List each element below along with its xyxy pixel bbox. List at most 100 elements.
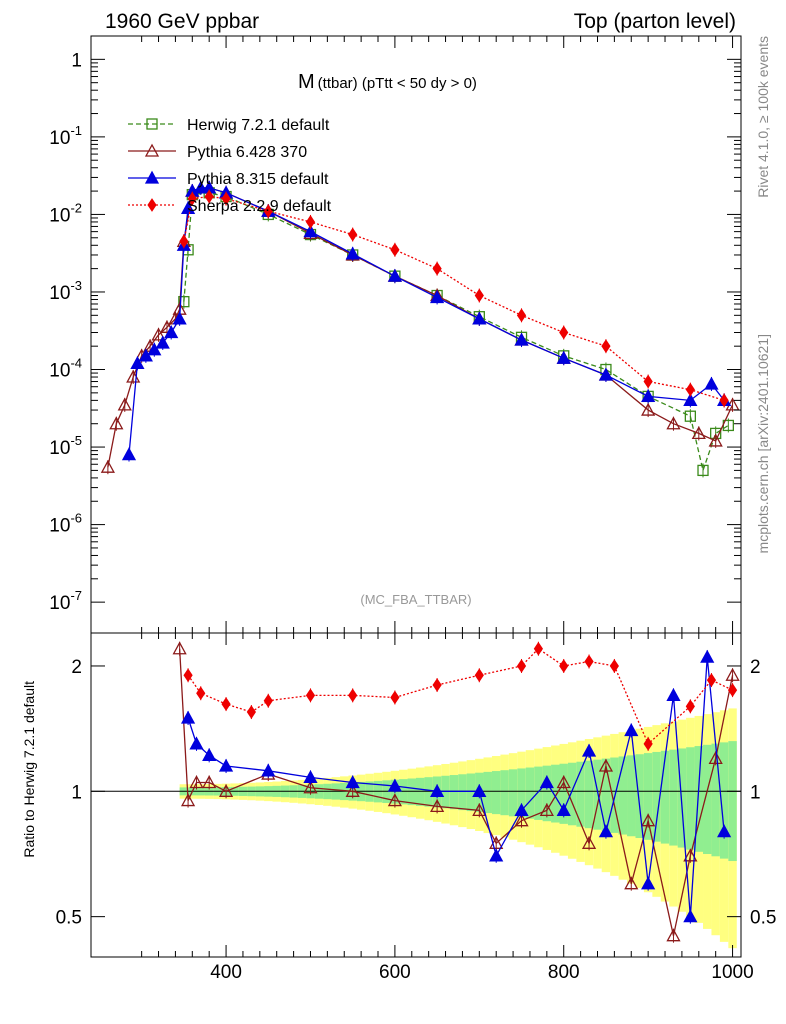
ratio-y-tick-label: 1 <box>71 782 82 803</box>
header-right: Top (parton level) <box>574 10 736 33</box>
uncertainty-band-inner <box>441 775 450 809</box>
legend-marker <box>144 143 160 157</box>
ratio-data-point <box>598 824 614 838</box>
ratio-data-point <box>556 803 571 817</box>
uncertainty-band-inner <box>593 759 602 830</box>
main-data-point <box>263 204 273 219</box>
main-y-tick-exponent: -3 <box>70 278 82 293</box>
uncertainty-band-inner <box>517 768 526 818</box>
ratio-data-point <box>539 803 554 817</box>
main-data-point <box>390 242 400 257</box>
ratio-data-point <box>345 783 360 797</box>
main-data-point <box>155 335 170 349</box>
main-data-point <box>708 433 723 447</box>
uncertainty-band-inner <box>618 756 628 835</box>
main-data-point <box>601 339 611 354</box>
legend-marker <box>144 170 160 184</box>
legend-label: Pythia 6.428 370 <box>187 144 307 161</box>
main-data-point <box>643 374 653 389</box>
uncertainty-band-inner <box>466 773 476 812</box>
uncertainty-band-inner <box>534 766 543 820</box>
ratio-data-point <box>180 793 196 807</box>
main-series-line <box>183 195 725 401</box>
uncertainty-band-inner <box>660 750 670 844</box>
ratio-data-point <box>539 775 554 789</box>
ratio-data-point <box>218 758 234 772</box>
main-data-point <box>305 215 316 229</box>
x-tick-label: 1000 <box>711 962 753 983</box>
ratio-y-tick-label: 2 <box>71 657 82 678</box>
ratio-data-point <box>643 736 653 751</box>
uncertainty-band-inner <box>491 771 501 815</box>
main-data-point <box>180 200 196 214</box>
uncertainty-band-inner <box>500 770 509 816</box>
x-tick-label: 400 <box>210 962 242 983</box>
ratio-data-point <box>666 928 681 942</box>
main-data-point <box>641 389 656 403</box>
ratio-data-point <box>474 668 484 683</box>
main-data-point <box>685 382 695 397</box>
main-data-point <box>556 350 571 364</box>
ratio-data-point <box>516 659 527 673</box>
ratio-y-tick-label-right: 2 <box>750 657 761 678</box>
ratio-data-point <box>183 668 193 683</box>
legend: Herwig 7.2.1 default Pythia 6.428 370 Pyth… <box>128 117 332 215</box>
main-series-line <box>183 192 729 473</box>
main-title: M (ttbar) (pTtt < 50 dy > 0) <box>298 71 477 93</box>
uncertainty-band-inner <box>551 764 560 823</box>
ratio-data-point <box>725 667 740 681</box>
ratio-y-tick-label-right: 0.5 <box>750 908 776 929</box>
main-data-point <box>187 191 197 206</box>
ratio-data-point <box>514 813 529 827</box>
ratio-data-point <box>303 780 318 794</box>
main-data-point <box>430 290 445 304</box>
main-data-point <box>193 180 208 194</box>
ratio-data-point <box>261 763 276 777</box>
ratio-data-point <box>683 848 698 862</box>
side-label-rivet: Rivet 4.1.0, ≥ 100k events <box>755 36 771 198</box>
main-data-point <box>164 325 179 339</box>
legend-label: Sherpa 2.2.9 default <box>187 198 332 215</box>
ratio-data-point <box>390 690 400 705</box>
ratio-data-point <box>556 775 571 789</box>
ratio-y-tick-label: 0.5 <box>56 908 82 929</box>
main-data-point <box>100 459 115 473</box>
main-data-point <box>697 464 709 477</box>
ratio-data-point <box>624 723 639 737</box>
ratio-data-point <box>263 693 273 708</box>
main-data-point <box>474 288 484 303</box>
main-data-point <box>559 325 569 340</box>
main-y-tick-label: 10-7 <box>49 588 82 614</box>
ratio-data-point <box>218 783 234 797</box>
main-data-point <box>147 342 162 356</box>
ratio-frame <box>90 632 742 958</box>
ratio-y-axis-label: Ratio to Herwig 7.2.1 default <box>21 681 37 858</box>
ratio-data-point <box>387 793 402 807</box>
ratio-data-point <box>708 750 723 764</box>
main-data-point <box>109 416 124 430</box>
main-data-point <box>130 356 145 370</box>
uncertainty-band-inner <box>711 743 720 857</box>
ratio-data-point <box>641 876 656 890</box>
main-y-tick-label: 10-1 <box>49 123 82 149</box>
legend-label: Pythia 8.315 default <box>187 171 329 188</box>
uncertainty-band-inner <box>508 769 518 817</box>
ratio-data-point <box>430 783 445 797</box>
ratio-data-point <box>666 687 681 702</box>
legend-marker <box>147 198 157 212</box>
main-y-tick-label: 10-3 <box>49 278 82 304</box>
uncertainty-band-inner <box>669 749 678 846</box>
ratio-data-point <box>246 705 256 719</box>
main-data-point <box>348 227 358 242</box>
main-y-tick-label: 10-2 <box>49 200 82 226</box>
uncertainty-band-inner <box>584 760 594 829</box>
main-data-point <box>387 268 402 282</box>
main-data-point <box>204 189 214 204</box>
main-data-point <box>704 376 719 390</box>
main-panel: 1 10-1 10-2 10-3 10-4 10-5 10-6 10-7 M (ttbar) (… <box>49 35 742 634</box>
uncertainty-band-inner <box>483 771 492 814</box>
main-y-tick-exponent: -5 <box>70 433 82 448</box>
ratio-data-point <box>584 654 594 669</box>
main-y-tick-label: 10-5 <box>49 433 82 459</box>
uncertainty-band-inner <box>627 755 636 837</box>
